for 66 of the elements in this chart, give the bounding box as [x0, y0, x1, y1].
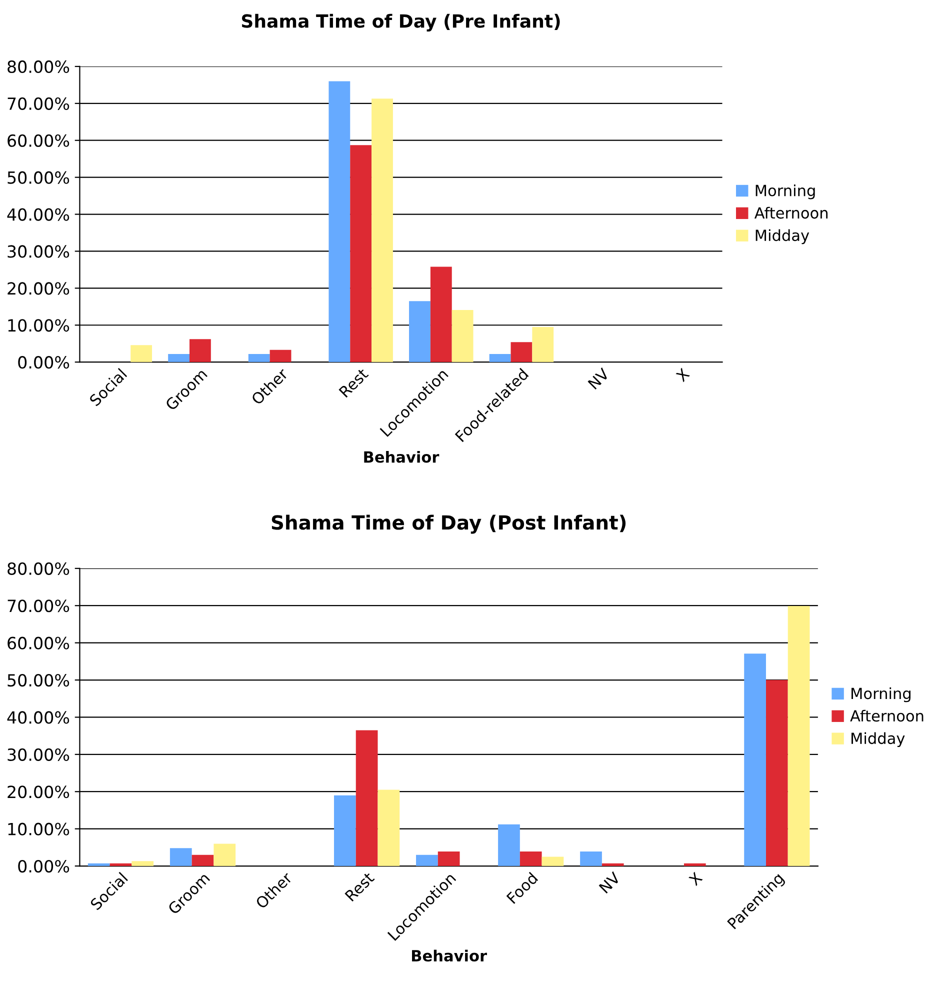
chart-title: Shama Time of Day (Post Infant): [272, 514, 626, 534]
bar: [192, 854, 214, 866]
legend-label: Morning: [852, 687, 910, 702]
bar: [328, 81, 350, 362]
bar: [788, 606, 810, 866]
bar: [372, 98, 393, 362]
bar: [744, 654, 766, 866]
y-tick-label: 70.00%: [8, 97, 70, 110]
bar: [270, 350, 292, 362]
bar: [356, 730, 378, 866]
bar: [88, 863, 110, 866]
x-tick-label: X: [688, 872, 703, 886]
bar: [430, 266, 452, 362]
bar: [416, 854, 438, 866]
y-tick-label: 30.00%: [8, 748, 70, 761]
y-tick-label: 20.00%: [8, 786, 70, 798]
bar: [498, 824, 520, 866]
y-tick-label: 60.00%: [8, 134, 70, 147]
bar: [438, 852, 460, 866]
bar: [350, 145, 372, 362]
y-tick-label: 50.00%: [8, 171, 70, 184]
legend-label: Midday: [756, 229, 810, 244]
bar: [189, 339, 211, 362]
y-tick-label: 10.00%: [8, 822, 70, 836]
bar: [409, 301, 430, 362]
bar: [248, 354, 270, 362]
x-tick-label: NV: [598, 871, 621, 894]
bar: [580, 852, 602, 866]
bar: [130, 345, 152, 362]
legend-label: Midday: [852, 732, 905, 748]
chart-title: Shama Time of Day (Pre Infant): [242, 14, 560, 32]
y-tick-label: 80.00%: [8, 562, 70, 575]
y-tick-label: 70.00%: [8, 600, 70, 612]
y-tick-label: 80.00%: [8, 60, 70, 74]
bar: [168, 354, 190, 362]
bar: [602, 863, 624, 866]
bar: [110, 863, 132, 866]
y-tick-label: 40.00%: [7, 711, 70, 724]
y-tick-label: 0.00%: [18, 356, 70, 369]
bar: [214, 844, 236, 866]
x-tick-label: X: [675, 368, 690, 382]
bar: [489, 354, 511, 362]
bar: [132, 861, 154, 866]
y-tick-label: 20.00%: [8, 282, 70, 295]
x-tick-label: NV: [588, 367, 610, 390]
legend-label: Morning: [756, 184, 815, 200]
bar: [684, 863, 706, 866]
x-axis-title: Behavior: [364, 450, 440, 463]
legend-label: Afternoon: [754, 206, 828, 219]
y-tick-label: 0.00%: [18, 860, 70, 873]
y-tick-label: 60.00%: [8, 636, 70, 650]
y-tick-label: 40.00%: [7, 208, 70, 221]
bar: [520, 852, 542, 866]
bar: [542, 856, 564, 866]
bar: [510, 342, 532, 362]
legend-label: Afternoon: [850, 710, 924, 722]
bar: [532, 326, 554, 362]
bar: [378, 790, 400, 866]
y-tick-label: 50.00%: [8, 674, 70, 687]
y-tick-label: 10.00%: [8, 319, 70, 332]
bar: [452, 310, 474, 362]
bar: [334, 795, 356, 866]
bar: [766, 680, 788, 866]
y-tick-label: 30.00%: [8, 245, 70, 258]
bar: [170, 848, 192, 866]
x-axis-title: Behavior: [412, 950, 487, 962]
